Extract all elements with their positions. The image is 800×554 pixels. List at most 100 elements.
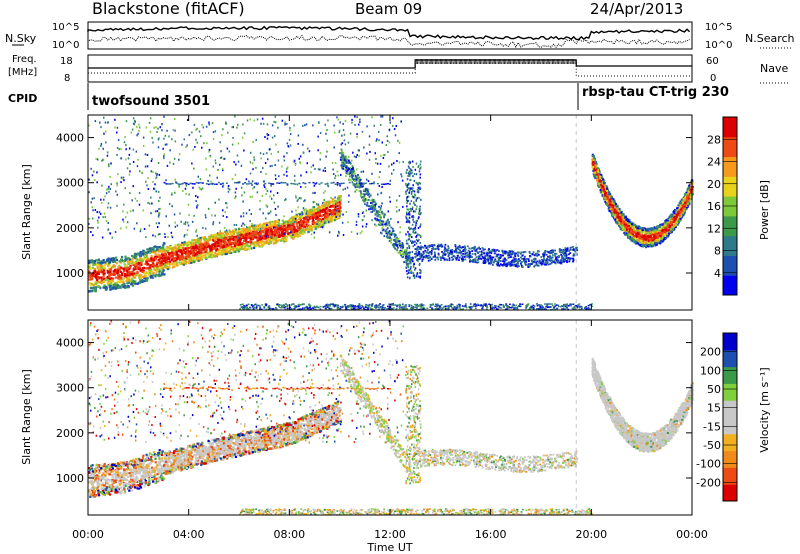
echo-cell (207, 180, 209, 182)
echo-cell (137, 158, 139, 161)
echo-cell (300, 197, 302, 200)
echo-cell (203, 243, 206, 246)
echo-cell (348, 172, 351, 175)
echo-cell (240, 186, 243, 189)
echo-cell (178, 153, 181, 156)
echo-cell (272, 242, 275, 245)
echo-cell (342, 182, 345, 184)
echo-cell (375, 210, 378, 213)
echo-cell (310, 216, 313, 219)
echo-cell (390, 217, 392, 220)
echo-cell (156, 261, 159, 264)
echo-cell (270, 183, 273, 185)
echo-cell (125, 226, 128, 229)
echo-cell (354, 115, 356, 118)
echo-cell (340, 213, 342, 216)
echo-cell (422, 246, 425, 249)
echo-cell (457, 246, 459, 249)
echo-cell (412, 210, 415, 213)
echo-cell (136, 200, 138, 202)
echo-cell (127, 285, 130, 288)
echo-cell (270, 230, 273, 233)
echo-cell (383, 183, 385, 185)
echo-cell (281, 119, 284, 122)
echo-cell (323, 218, 326, 221)
echo-cell (497, 262, 500, 265)
echo-cell (179, 254, 182, 257)
echo-cell (312, 124, 314, 127)
echo-cell (149, 130, 152, 133)
echo-cell (205, 256, 208, 259)
echo-cell (422, 250, 425, 253)
echo-cell (262, 231, 265, 234)
echo-cell (138, 255, 141, 258)
echo-cell (157, 215, 160, 218)
echo-cell (226, 250, 229, 253)
echo-cell (192, 259, 195, 262)
echo-cell (257, 243, 260, 246)
echo-cell (545, 263, 548, 266)
echo-cell (144, 165, 147, 168)
echo-cell (156, 265, 159, 268)
echo-cell (348, 168, 350, 170)
echo-cell (248, 227, 251, 230)
echo-cell (297, 230, 300, 233)
echo-cell (402, 246, 404, 249)
echo-cell (477, 255, 480, 258)
echo-cell (217, 181, 220, 184)
echo-cell (380, 115, 382, 118)
echo-cell (419, 257, 421, 260)
echo-cell (531, 260, 533, 262)
echo-cell (219, 249, 222, 252)
echo-cell (408, 238, 411, 241)
echo-cell (108, 165, 110, 168)
echo-cell (212, 239, 215, 242)
echo-cell (109, 268, 112, 271)
echo-cell (266, 137, 269, 140)
echo-cell (459, 252, 462, 255)
echo-cell (195, 230, 197, 233)
echo-cell (175, 257, 179, 261)
echo-cell (193, 254, 196, 257)
echo-cell (105, 188, 108, 191)
echo-cell (331, 200, 334, 203)
echo-cell (221, 182, 224, 185)
echo-cell (419, 271, 421, 274)
echo-cell (333, 124, 335, 127)
echo-cell (206, 246, 209, 249)
echo-cell (377, 193, 379, 196)
echo-cell (347, 159, 350, 162)
echo-cell (146, 154, 149, 156)
echo-cell (260, 238, 263, 241)
freq-line (88, 59, 692, 69)
echo-cell (107, 264, 110, 267)
echo-cell (416, 246, 419, 249)
echo-cell (224, 157, 226, 160)
echo-cell (93, 170, 95, 173)
echo-cell (334, 212, 337, 215)
echo-cell (120, 274, 123, 277)
echo-cell (224, 253, 227, 256)
echo-cell (434, 248, 437, 250)
echo-cell (197, 250, 200, 253)
echo-cell (385, 224, 387, 227)
echo-cell (416, 234, 418, 237)
echo-cell (276, 220, 279, 223)
echo-cell (341, 154, 343, 157)
echo-cell (326, 182, 329, 185)
echo-cell (271, 124, 274, 127)
echo-cell (251, 183, 253, 186)
echo-cell (397, 251, 400, 254)
echo-cell (196, 251, 199, 254)
echo-cell (264, 242, 267, 245)
echo-cell (381, 186, 383, 188)
echo-cell (504, 250, 507, 253)
echo-cell (105, 262, 108, 265)
echo-cell (436, 247, 439, 250)
echo-cell (458, 248, 460, 251)
echo-cell (284, 123, 286, 126)
echo-cell (124, 285, 127, 288)
echo-cell (96, 219, 99, 222)
echo-cell (322, 206, 325, 209)
echo-cell (549, 254, 551, 257)
